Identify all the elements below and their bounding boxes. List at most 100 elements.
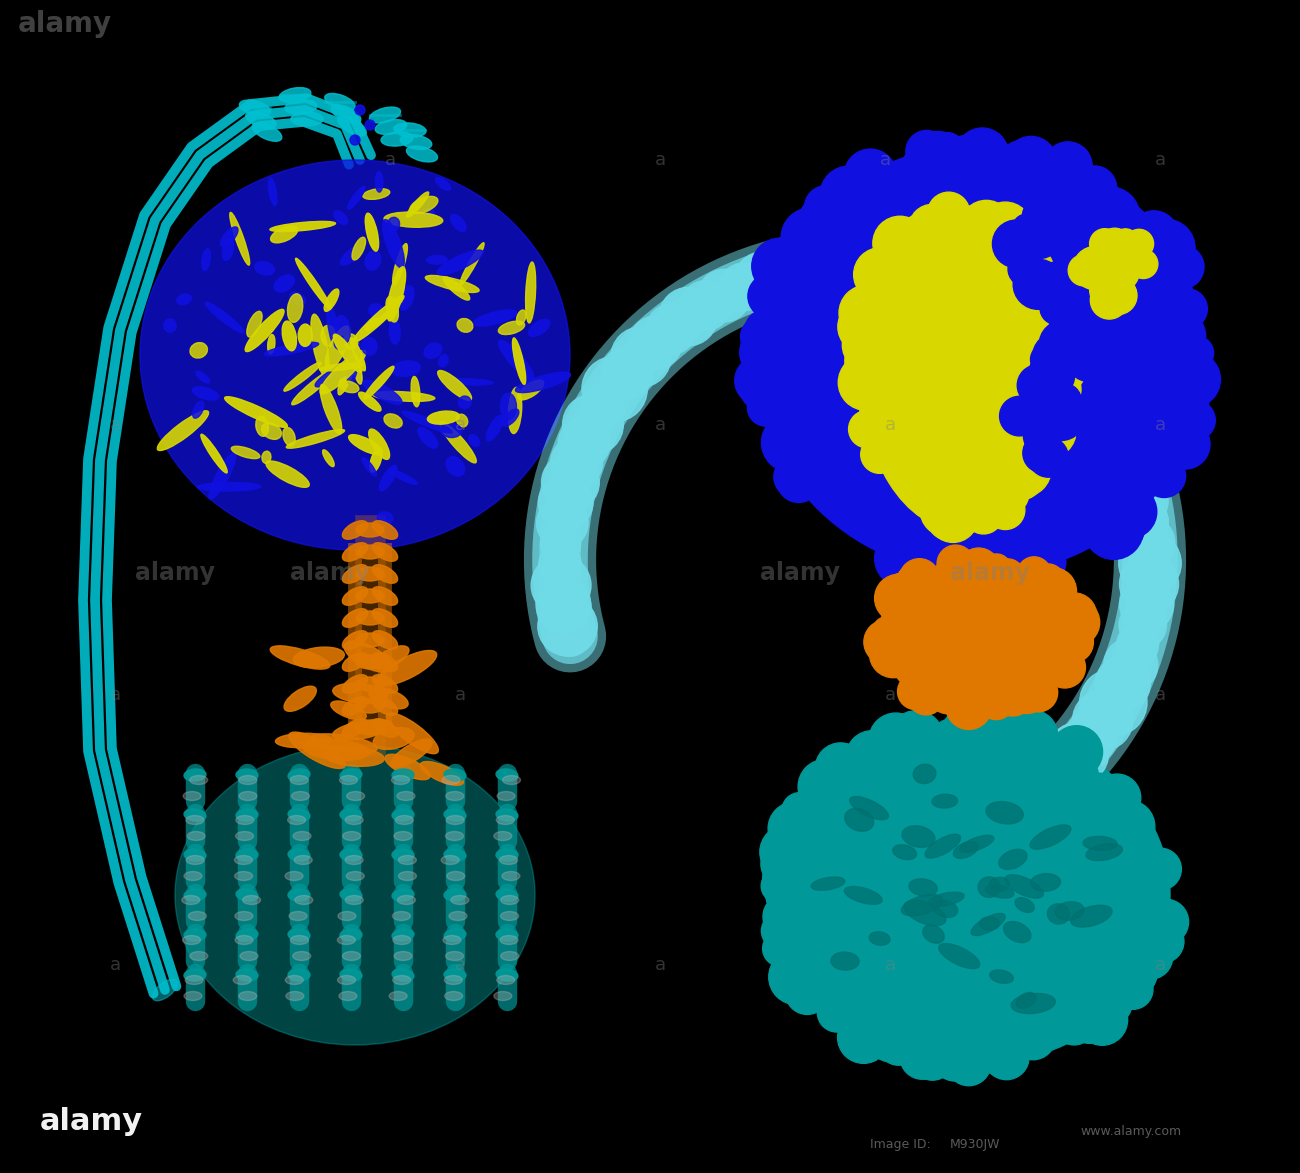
- Circle shape: [1043, 228, 1086, 271]
- Circle shape: [939, 213, 991, 266]
- Ellipse shape: [342, 719, 368, 738]
- Circle shape: [965, 364, 1000, 398]
- Circle shape: [1109, 934, 1141, 965]
- Circle shape: [1044, 646, 1086, 689]
- Circle shape: [989, 671, 1035, 716]
- Circle shape: [958, 548, 1000, 590]
- Ellipse shape: [1030, 825, 1071, 849]
- Circle shape: [866, 396, 919, 450]
- Circle shape: [909, 576, 942, 610]
- Circle shape: [826, 883, 871, 929]
- Circle shape: [967, 157, 1000, 189]
- Ellipse shape: [386, 713, 438, 754]
- Ellipse shape: [230, 212, 250, 265]
- Circle shape: [1034, 974, 1069, 1010]
- Circle shape: [974, 262, 1017, 305]
- Circle shape: [838, 890, 874, 924]
- Circle shape: [1043, 323, 1101, 381]
- Circle shape: [898, 730, 940, 771]
- Circle shape: [950, 253, 987, 290]
- Circle shape: [551, 436, 602, 488]
- Circle shape: [1134, 251, 1166, 283]
- Circle shape: [928, 718, 980, 771]
- Circle shape: [924, 655, 957, 687]
- Circle shape: [1082, 219, 1114, 252]
- Circle shape: [952, 136, 992, 175]
- Ellipse shape: [196, 371, 209, 384]
- Circle shape: [857, 795, 893, 833]
- Ellipse shape: [239, 991, 257, 1001]
- Circle shape: [941, 738, 980, 777]
- Circle shape: [1087, 965, 1135, 1013]
- Circle shape: [907, 679, 944, 714]
- Ellipse shape: [372, 719, 398, 738]
- Circle shape: [936, 502, 971, 537]
- Circle shape: [992, 286, 1034, 327]
- Ellipse shape: [295, 895, 313, 904]
- Circle shape: [814, 346, 854, 387]
- Circle shape: [920, 325, 970, 374]
- Circle shape: [993, 583, 1027, 617]
- Circle shape: [1093, 233, 1130, 269]
- Circle shape: [976, 278, 1031, 332]
- Ellipse shape: [261, 423, 281, 440]
- Ellipse shape: [157, 411, 208, 450]
- Circle shape: [919, 251, 954, 285]
- Circle shape: [1152, 393, 1204, 445]
- Circle shape: [910, 762, 950, 802]
- Circle shape: [1084, 176, 1118, 209]
- Ellipse shape: [365, 251, 381, 270]
- Ellipse shape: [411, 377, 420, 407]
- Circle shape: [1070, 801, 1114, 846]
- Circle shape: [923, 249, 957, 282]
- Circle shape: [898, 518, 939, 560]
- Circle shape: [848, 395, 887, 434]
- Circle shape: [838, 285, 894, 341]
- Ellipse shape: [395, 815, 413, 825]
- Circle shape: [972, 483, 1022, 533]
- Circle shape: [941, 503, 1001, 563]
- Circle shape: [760, 825, 814, 880]
- Circle shape: [846, 895, 879, 928]
- Ellipse shape: [446, 456, 464, 476]
- Circle shape: [805, 262, 844, 299]
- Circle shape: [935, 537, 991, 592]
- Circle shape: [1048, 787, 1085, 825]
- Circle shape: [939, 1022, 988, 1071]
- Ellipse shape: [235, 936, 254, 944]
- Circle shape: [762, 869, 796, 903]
- Circle shape: [1110, 232, 1147, 269]
- Circle shape: [1113, 826, 1153, 867]
- Circle shape: [1074, 799, 1123, 848]
- Ellipse shape: [231, 446, 260, 459]
- Circle shape: [922, 879, 972, 929]
- Ellipse shape: [400, 135, 432, 149]
- Circle shape: [987, 599, 1024, 636]
- Circle shape: [1035, 604, 1076, 645]
- Circle shape: [961, 452, 1015, 506]
- Circle shape: [772, 239, 833, 300]
- Circle shape: [881, 379, 913, 411]
- Circle shape: [974, 365, 1024, 415]
- Circle shape: [1057, 779, 1095, 816]
- Circle shape: [876, 988, 923, 1035]
- Ellipse shape: [237, 929, 257, 941]
- Ellipse shape: [370, 448, 382, 472]
- Circle shape: [927, 852, 982, 907]
- Circle shape: [861, 242, 911, 292]
- Circle shape: [1022, 245, 1056, 279]
- Circle shape: [1089, 224, 1123, 257]
- Circle shape: [841, 242, 900, 301]
- Circle shape: [822, 976, 875, 1029]
- Circle shape: [889, 226, 936, 273]
- Circle shape: [734, 357, 784, 405]
- Ellipse shape: [503, 775, 520, 785]
- Ellipse shape: [235, 815, 254, 825]
- Circle shape: [1136, 357, 1171, 392]
- Circle shape: [989, 583, 1030, 624]
- Text: a: a: [655, 956, 666, 974]
- Circle shape: [1005, 778, 1054, 827]
- Circle shape: [950, 975, 1004, 1029]
- Text: a: a: [455, 416, 467, 434]
- Text: a: a: [1154, 956, 1166, 974]
